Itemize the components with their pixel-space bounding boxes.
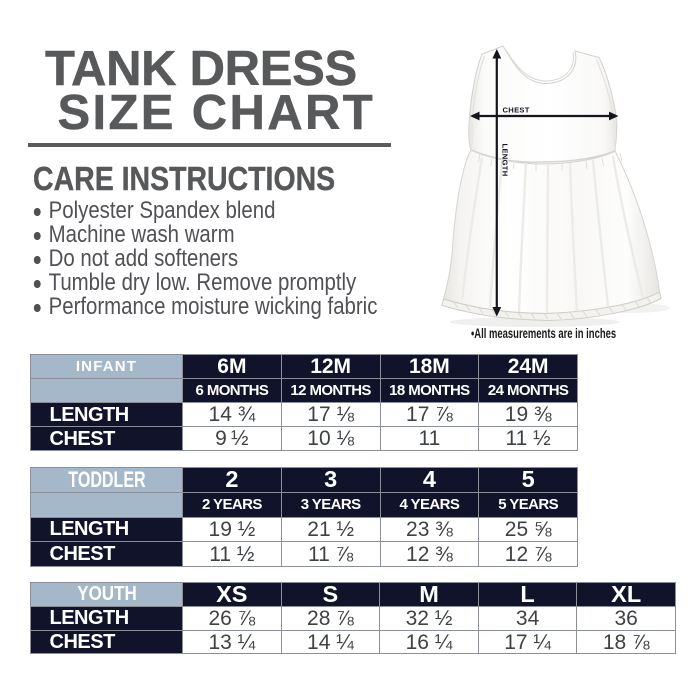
svg-text:CHEST: CHEST — [503, 106, 530, 115]
svg-text:LENGTH: LENGTH — [501, 144, 510, 177]
